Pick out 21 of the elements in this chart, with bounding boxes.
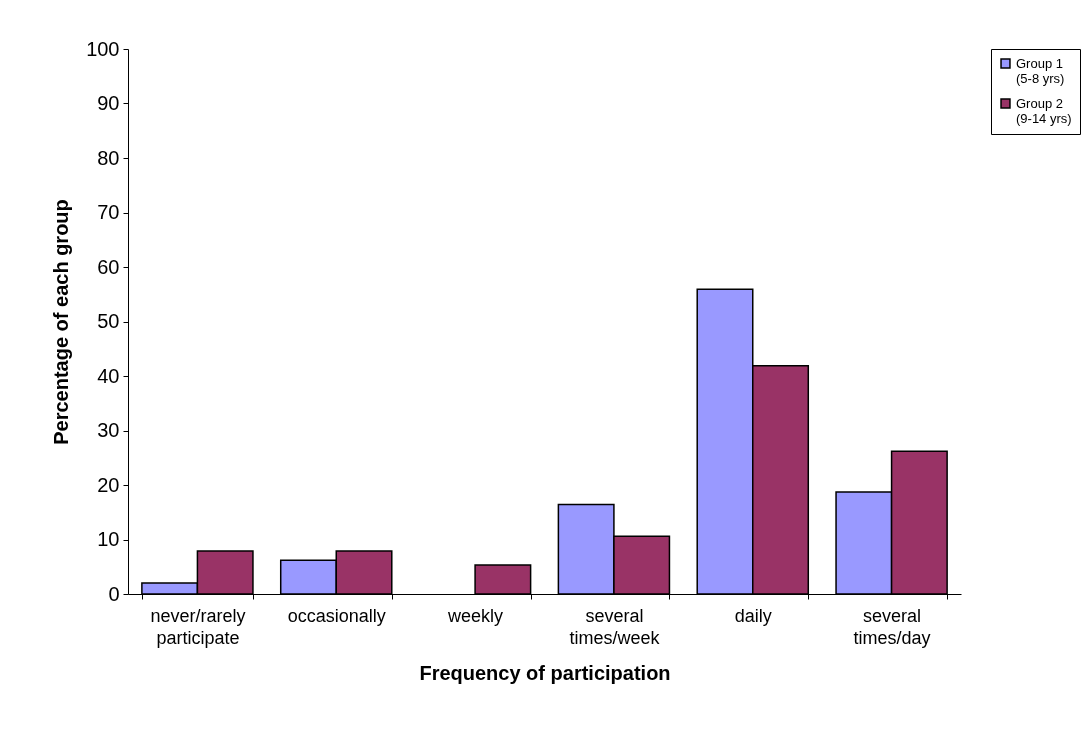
- y-tick-label: 90: [97, 92, 120, 114]
- y-tick-label: 100: [86, 37, 120, 60]
- x-tick-label: several times/week: [569, 605, 661, 648]
- y-tick-label: 60: [97, 255, 120, 278]
- y-tick-label: 30: [97, 419, 120, 441]
- x-tick-label: never/rarely participate: [150, 605, 246, 648]
- legend-label: Group 1 (5-8 yrs): [1016, 55, 1065, 86]
- y-tick-label: 80: [97, 146, 120, 169]
- legend-label: Group 2 (9-14 yrs): [1016, 95, 1072, 126]
- x-tick-label: occasionally: [287, 605, 386, 626]
- x-axis-title: Frequency of participation: [419, 661, 671, 684]
- y-tick-label: 70: [97, 201, 120, 223]
- y-tick-label: 50: [97, 310, 120, 332]
- y-tick-label: 10: [97, 528, 120, 550]
- x-tick-label: several times/day: [853, 605, 931, 648]
- x-tick-label: daily: [734, 605, 772, 626]
- y-axis-title: Percentage of each group: [50, 199, 73, 445]
- y-tick-label: 40: [97, 364, 120, 387]
- y-tick-label: 20: [97, 473, 120, 496]
- y-tick-label: 0: [108, 582, 120, 605]
- x-tick-label: weekly: [447, 605, 504, 626]
